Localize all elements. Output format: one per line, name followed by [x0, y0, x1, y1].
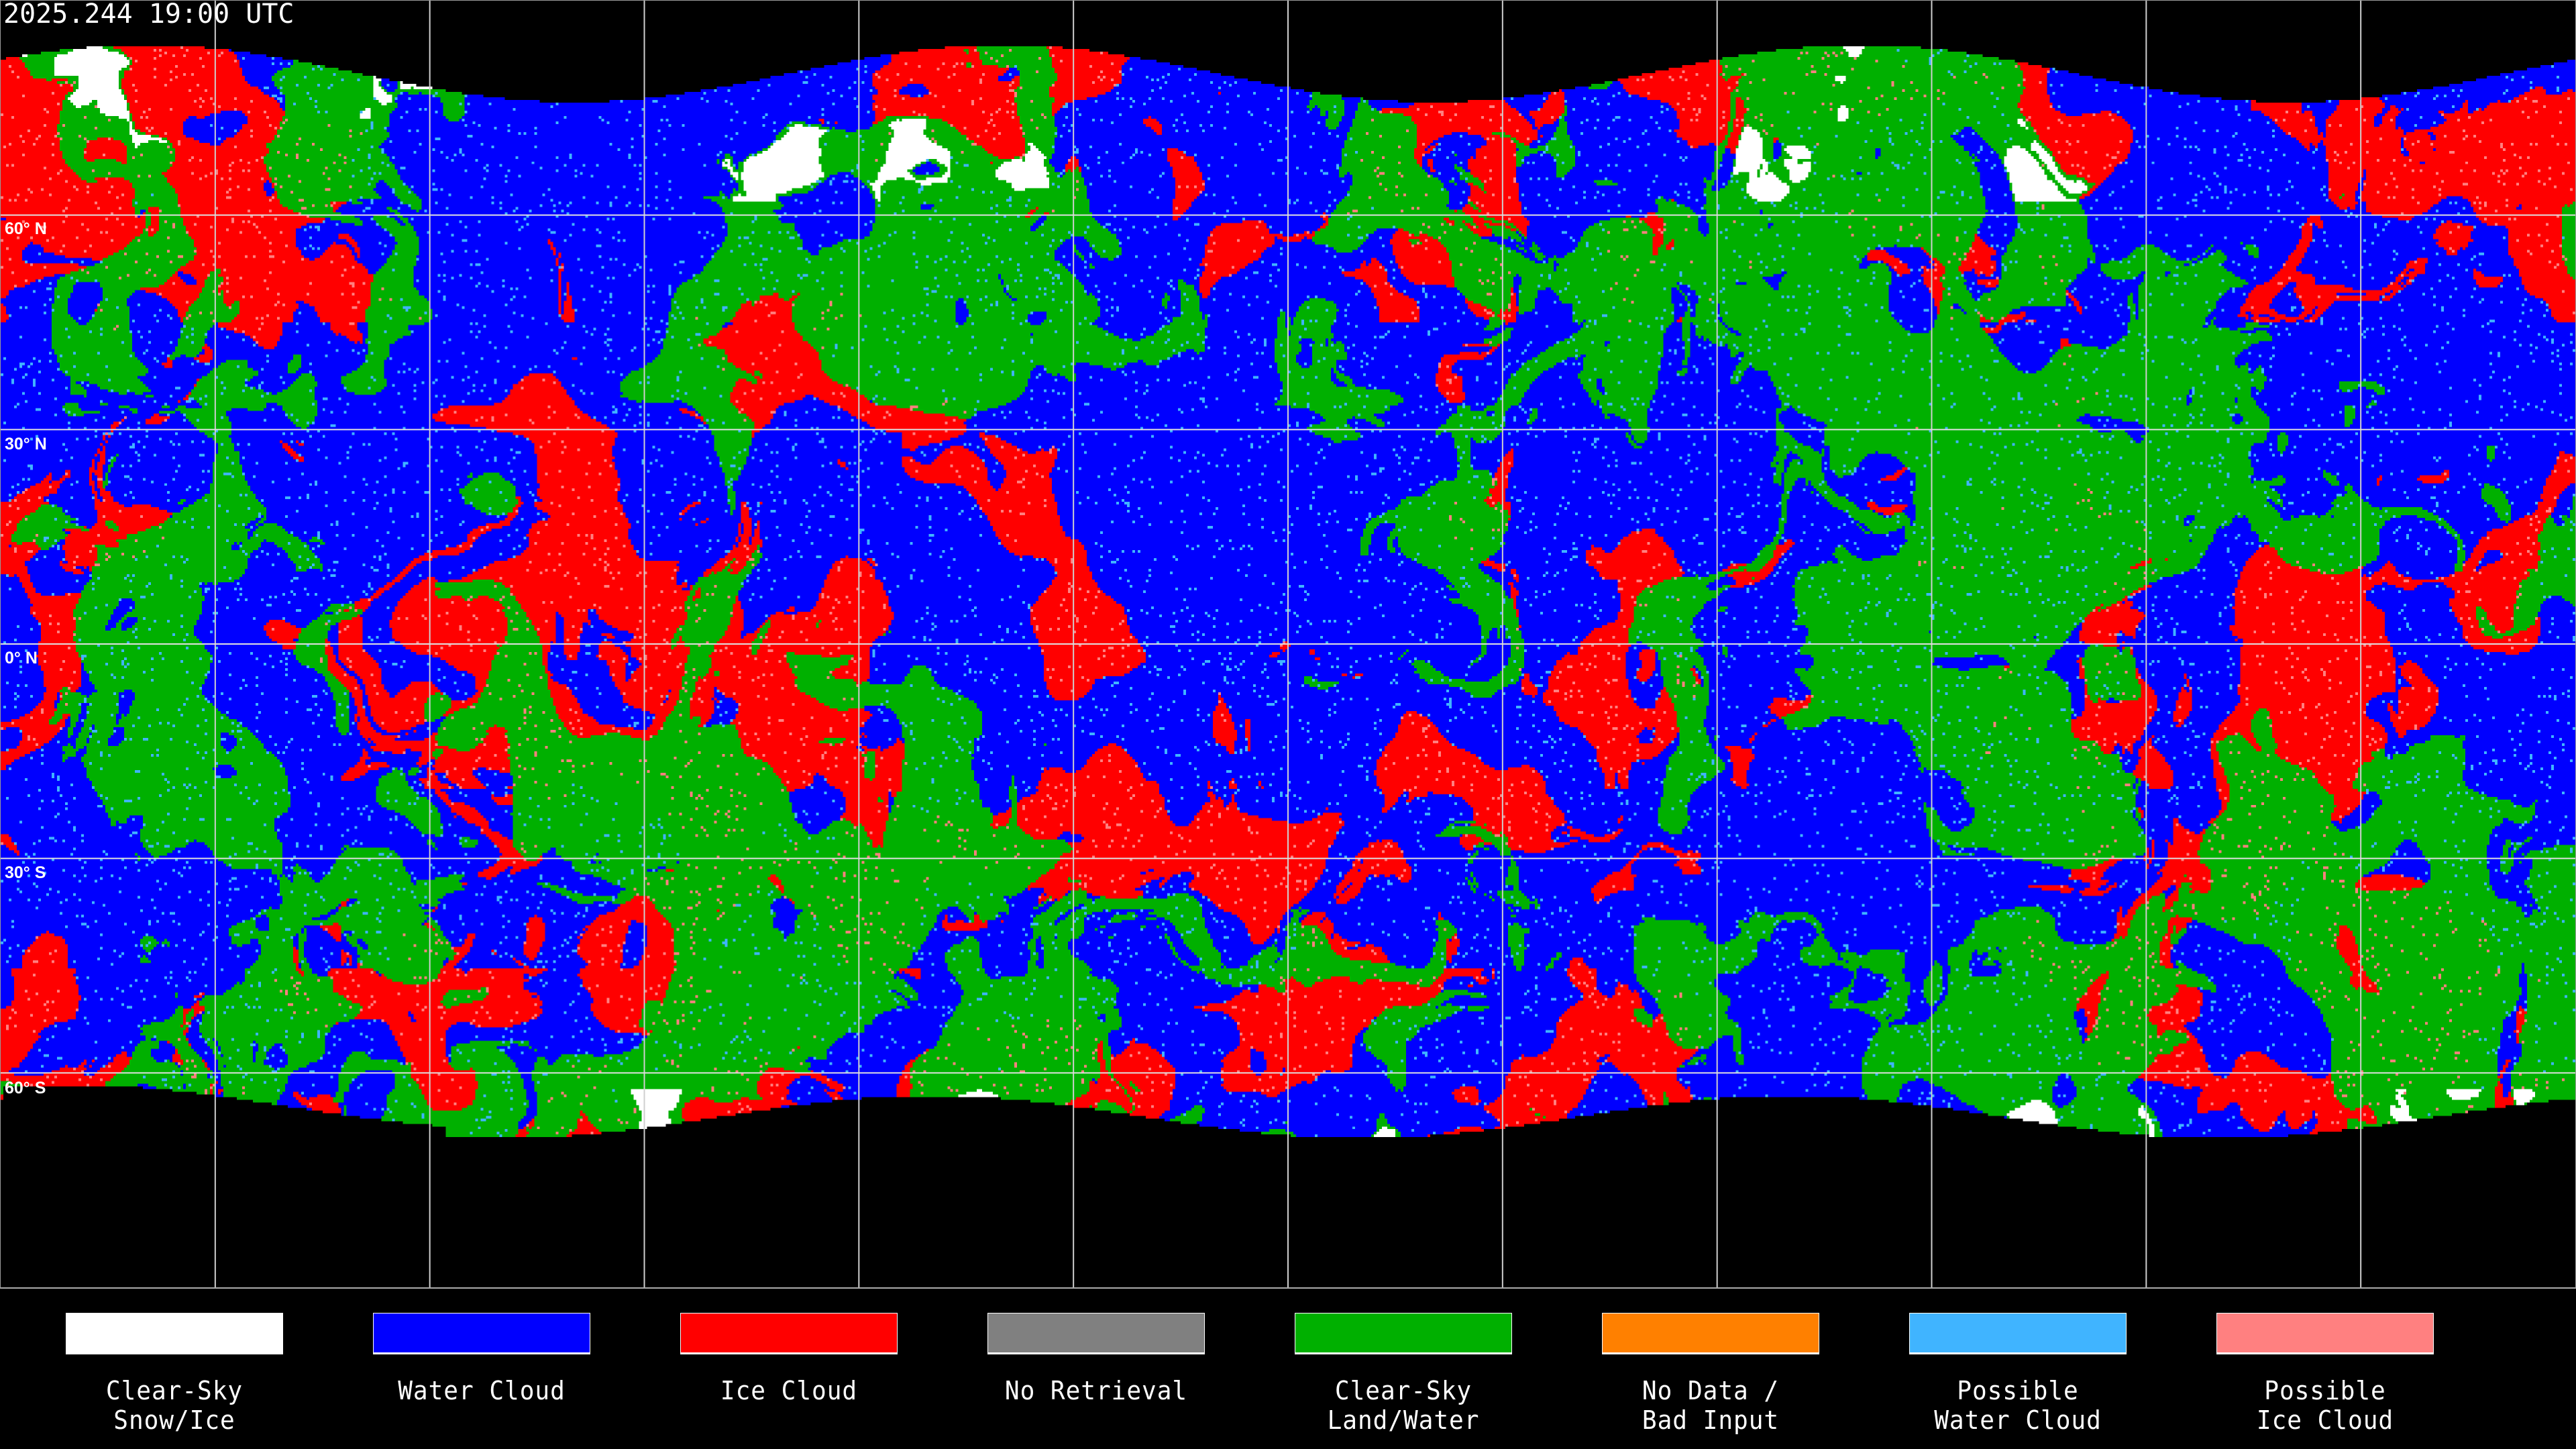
legend-item-clear-sky-land-water: Clear-Sky Land/Water	[1295, 1313, 1512, 1435]
legend-swatch	[680, 1313, 898, 1354]
legend-swatch	[373, 1313, 590, 1354]
lat-label-60s: 60° S	[5, 1079, 46, 1097]
lat-label-30n: 30° N	[5, 435, 47, 453]
legend-label: No Retrieval	[1004, 1376, 1188, 1405]
legend-swatch	[987, 1313, 1205, 1354]
lat-label-equator: 0° N	[5, 649, 38, 667]
lat-lon-grid	[1, 1, 2575, 1287]
legend-label: Possible Water Cloud	[1934, 1376, 2102, 1435]
legend-item-no-retrieval: No Retrieval	[987, 1313, 1205, 1405]
cloud-phase-map: 2025.244 19:00 UTC 60° N 30° N 0° N 30° …	[0, 0, 2576, 1289]
legend-swatch	[1295, 1313, 1512, 1354]
lat-label-60n: 60° N	[5, 219, 47, 238]
legend-label: No Data / Bad Input	[1642, 1376, 1780, 1435]
legend-item-possible-ice-cloud: Possible Ice Cloud	[2216, 1313, 2434, 1435]
legend-item-no-data: No Data / Bad Input	[1602, 1313, 1819, 1435]
legend-swatch	[1602, 1313, 1819, 1354]
legend-label: Clear-Sky Snow/Ice	[105, 1376, 244, 1435]
legend-label: Water Cloud	[398, 1376, 566, 1405]
legend-item-ice-cloud: Ice Cloud	[680, 1313, 898, 1405]
legend-swatch	[66, 1313, 283, 1354]
legend-label: Clear-Sky Land/Water	[1327, 1376, 1480, 1435]
legend-label: Ice Cloud	[720, 1376, 858, 1405]
lat-label-30s: 30° S	[5, 863, 46, 882]
legend-swatch	[2216, 1313, 2434, 1354]
timestamp-title: 2025.244 19:00 UTC	[3, 0, 294, 30]
legend-item-possible-water-cloud: Possible Water Cloud	[1909, 1313, 2127, 1435]
legend-item-water-cloud: Water Cloud	[373, 1313, 590, 1405]
legend-label: Possible Ice Cloud	[2256, 1376, 2394, 1435]
legend-swatch	[1909, 1313, 2127, 1354]
legend-item-clear-sky-snow-ice: Clear-Sky Snow/Ice	[66, 1313, 283, 1435]
